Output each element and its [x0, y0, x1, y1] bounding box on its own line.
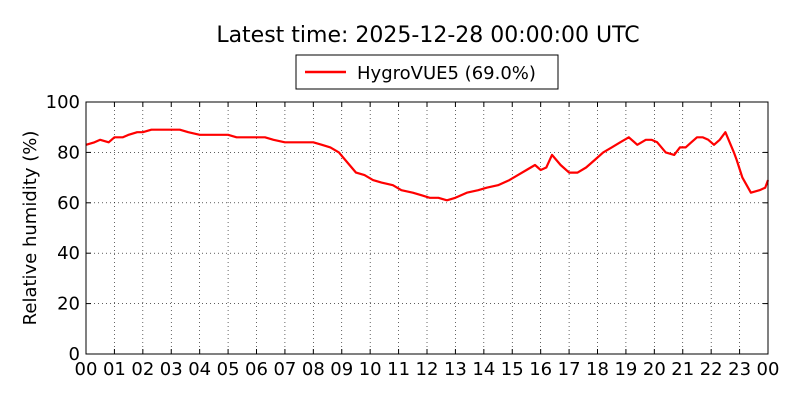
x-tick-label: 00	[757, 359, 780, 380]
x-tick-label: 01	[103, 359, 126, 380]
y-tick-labels: 0 20 40 60 80 100	[46, 92, 80, 365]
y-tick-label: 40	[57, 243, 80, 264]
x-tick-label: 05	[217, 359, 240, 380]
x-tick-label: 22	[700, 359, 723, 380]
y-tick-label: 60	[57, 193, 80, 214]
x-tick-label: 03	[160, 359, 183, 380]
y-tick-label: 100	[46, 92, 80, 113]
x-tick-label: 10	[359, 359, 382, 380]
legend-label: HygroVUE5 (69.0%)	[357, 63, 536, 84]
x-tick-label: 06	[245, 359, 268, 380]
x-tick-label: 19	[614, 359, 637, 380]
x-tick-label: 18	[586, 359, 609, 380]
x-tick-label: 09	[330, 359, 353, 380]
x-tick-label: 15	[501, 359, 524, 380]
y-tick-label: 20	[57, 294, 80, 315]
x-tick-label: 07	[273, 359, 296, 380]
chart-title: Latest time: 2025-12-28 00:00:00 UTC	[216, 23, 639, 48]
axis-ticks	[85, 101, 769, 355]
plot-frame	[85, 101, 769, 355]
series-layer	[85, 128, 770, 202]
x-tick-label: 08	[302, 359, 325, 380]
x-tick-label: 23	[728, 359, 751, 380]
x-tick-label: 12	[416, 359, 439, 380]
x-tick-label: 16	[529, 359, 552, 380]
x-tick-labels: 00 01 02 03 04 05 06 07 08 09 10 11 12 13 14 15 16 17 18 19…	[75, 359, 780, 380]
legend: HygroVUE5 (69.0%)	[295, 54, 559, 90]
y-tick-label: 0	[69, 344, 80, 365]
x-tick-label: 13	[444, 359, 467, 380]
x-tick-label: 11	[387, 359, 410, 380]
x-tick-label: 17	[558, 359, 581, 380]
series-line-hygrovue5	[85, 128, 770, 202]
x-tick-label: 02	[131, 359, 154, 380]
x-tick-label: 14	[472, 359, 495, 380]
y-axis-label: Relative humidity (%)	[20, 131, 41, 326]
y-tick-label: 80	[57, 142, 80, 163]
x-tick-label: 04	[188, 359, 211, 380]
grid-lines	[86, 102, 768, 354]
x-tick-label: 20	[643, 359, 666, 380]
x-tick-label: 21	[671, 359, 694, 380]
x-tick-label: 00	[75, 359, 98, 380]
